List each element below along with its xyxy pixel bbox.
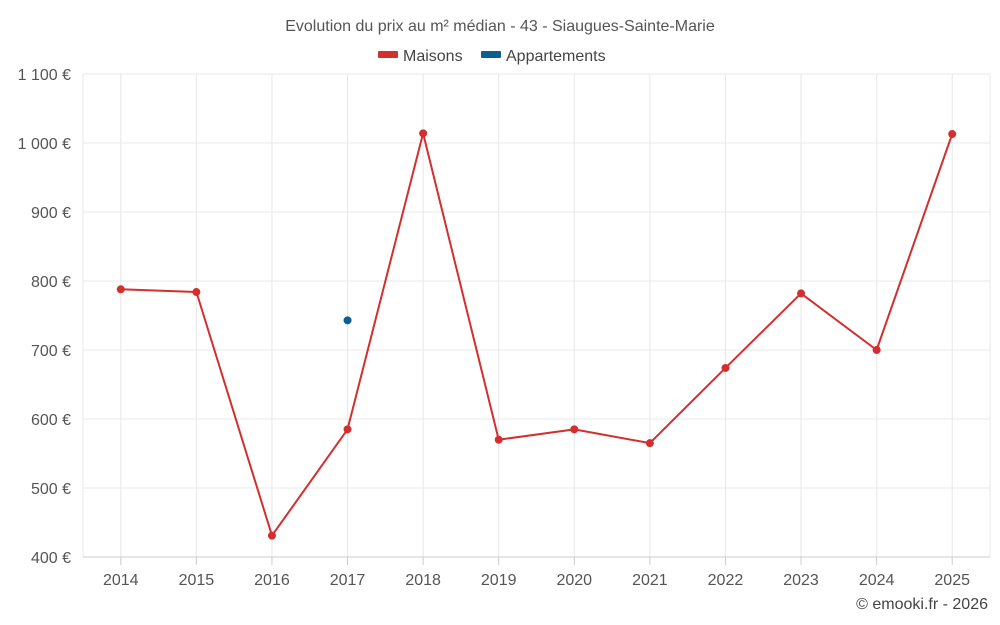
x-axis: 2014 2015 2016 2017 2018 2019 2020 2021 2022 2023…: [83, 556, 990, 589]
y-tick-label-1000: 1 000 €: [18, 136, 71, 153]
legend: Maisons Appartements: [378, 48, 606, 65]
y-tick-label-500: 500 €: [31, 481, 71, 498]
x-tick-label-2022: 2022: [708, 572, 744, 589]
x-tick-label-2023: 2023: [783, 572, 819, 589]
legend-item-maisons[interactable]: Maisons: [378, 48, 463, 65]
y-tick-label-900: 900 €: [31, 205, 71, 222]
point-maisons-2019[interactable]: [494, 435, 503, 444]
y-tick-label-800: 800 €: [31, 274, 71, 291]
legend-label-appartements: Appartements: [506, 48, 606, 65]
point-maisons-2017[interactable]: [343, 425, 352, 434]
y-tick-label-600: 600 €: [31, 412, 71, 429]
x-tick-label-2016: 2016: [254, 572, 290, 589]
grid: [82, 73, 991, 557]
y-tick-label-1100: 1 100 €: [18, 67, 71, 84]
legend-swatch-maisons: [378, 51, 398, 58]
point-maisons-2024[interactable]: [872, 346, 881, 354]
point-maisons-2015[interactable]: [192, 288, 201, 297]
x-tick-label-2025: 2025: [934, 572, 970, 589]
chart-title: Evolution du prix au m² médian - 43 - Si…: [285, 18, 715, 35]
x-tick-label-2014: 2014: [103, 572, 139, 589]
series: [116, 129, 957, 540]
point-maisons-2025[interactable]: [948, 130, 957, 139]
y-tick-label-700: 700 €: [31, 343, 71, 360]
point-maisons-2022[interactable]: [721, 363, 730, 372]
x-tick-label-2020: 2020: [556, 572, 592, 589]
point-maisons-2020[interactable]: [570, 425, 579, 434]
x-tick-label-2017: 2017: [330, 572, 366, 589]
point-maisons-2018[interactable]: [419, 129, 428, 138]
point-maisons-2014[interactable]: [116, 285, 125, 294]
point-maisons-2023[interactable]: [797, 289, 806, 298]
legend-label-maisons: Maisons: [403, 48, 463, 65]
legend-swatch-appartements: [481, 51, 501, 58]
x-tick-label-2024: 2024: [859, 572, 895, 589]
x-tick-label-2018: 2018: [405, 572, 441, 589]
point-maisons-2021[interactable]: [645, 439, 654, 448]
x-tick-label-2019: 2019: [481, 572, 517, 589]
series-line-maisons: [120, 132, 954, 537]
x-tick-label-2015: 2015: [179, 572, 215, 589]
y-axis: 400 € 500 € 600 € 700 € 800 € 900 € 1 000 € 1 1…: [18, 67, 71, 567]
y-tick-label-400: 400 €: [31, 550, 71, 567]
legend-item-appartements[interactable]: Appartements: [481, 48, 606, 65]
credit-text: © emooki.fr - 2026: [856, 596, 988, 613]
point-maisons-2016[interactable]: [267, 531, 276, 540]
x-tick-label-2021: 2021: [632, 572, 668, 589]
point-appartements-2017[interactable]: [343, 316, 352, 325]
